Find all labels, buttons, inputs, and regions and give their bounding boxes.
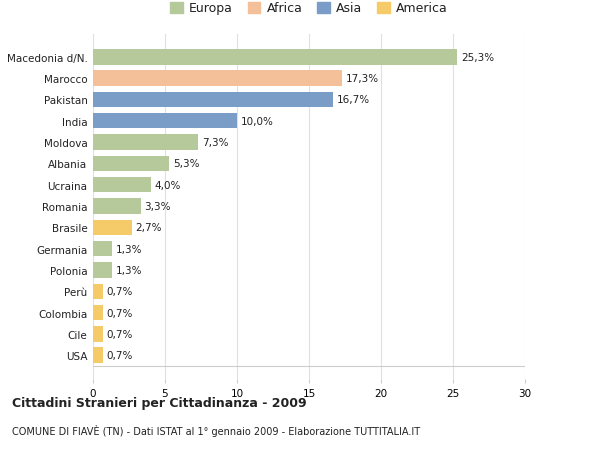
Text: 16,7%: 16,7% [337, 95, 370, 105]
Bar [93, 284, 103, 299]
Text: 1,3%: 1,3% [115, 244, 142, 254]
Text: 5,3%: 5,3% [173, 159, 199, 169]
Text: 7,3%: 7,3% [202, 138, 228, 148]
Text: 1,3%: 1,3% [115, 265, 142, 275]
Bar [93, 199, 140, 214]
Text: 17,3%: 17,3% [346, 74, 379, 84]
Bar [93, 157, 169, 172]
Text: 0,7%: 0,7% [107, 308, 133, 318]
Bar [93, 263, 112, 278]
Bar [93, 220, 132, 235]
Bar [93, 326, 103, 342]
Text: 25,3%: 25,3% [461, 53, 494, 63]
Bar [93, 114, 237, 129]
Text: 3,3%: 3,3% [144, 202, 170, 212]
Bar [93, 135, 198, 151]
Bar [93, 305, 103, 320]
Text: 0,7%: 0,7% [107, 329, 133, 339]
Text: 2,7%: 2,7% [136, 223, 162, 233]
Bar [93, 93, 334, 108]
Text: 0,7%: 0,7% [107, 350, 133, 360]
Bar [93, 178, 151, 193]
Legend: Europa, Africa, Asia, America: Europa, Africa, Asia, America [167, 0, 451, 18]
Bar [93, 71, 342, 87]
Bar [93, 241, 112, 257]
Text: 4,0%: 4,0% [154, 180, 181, 190]
Text: 10,0%: 10,0% [241, 117, 274, 127]
Text: Cittadini Stranieri per Cittadinanza - 2009: Cittadini Stranieri per Cittadinanza - 2… [12, 396, 307, 409]
Bar [93, 50, 457, 65]
Bar [93, 348, 103, 363]
Text: COMUNE DI FIAVÈ (TN) - Dati ISTAT al 1° gennaio 2009 - Elaborazione TUTTITALIA.I: COMUNE DI FIAVÈ (TN) - Dati ISTAT al 1° … [12, 424, 420, 436]
Text: 0,7%: 0,7% [107, 286, 133, 297]
